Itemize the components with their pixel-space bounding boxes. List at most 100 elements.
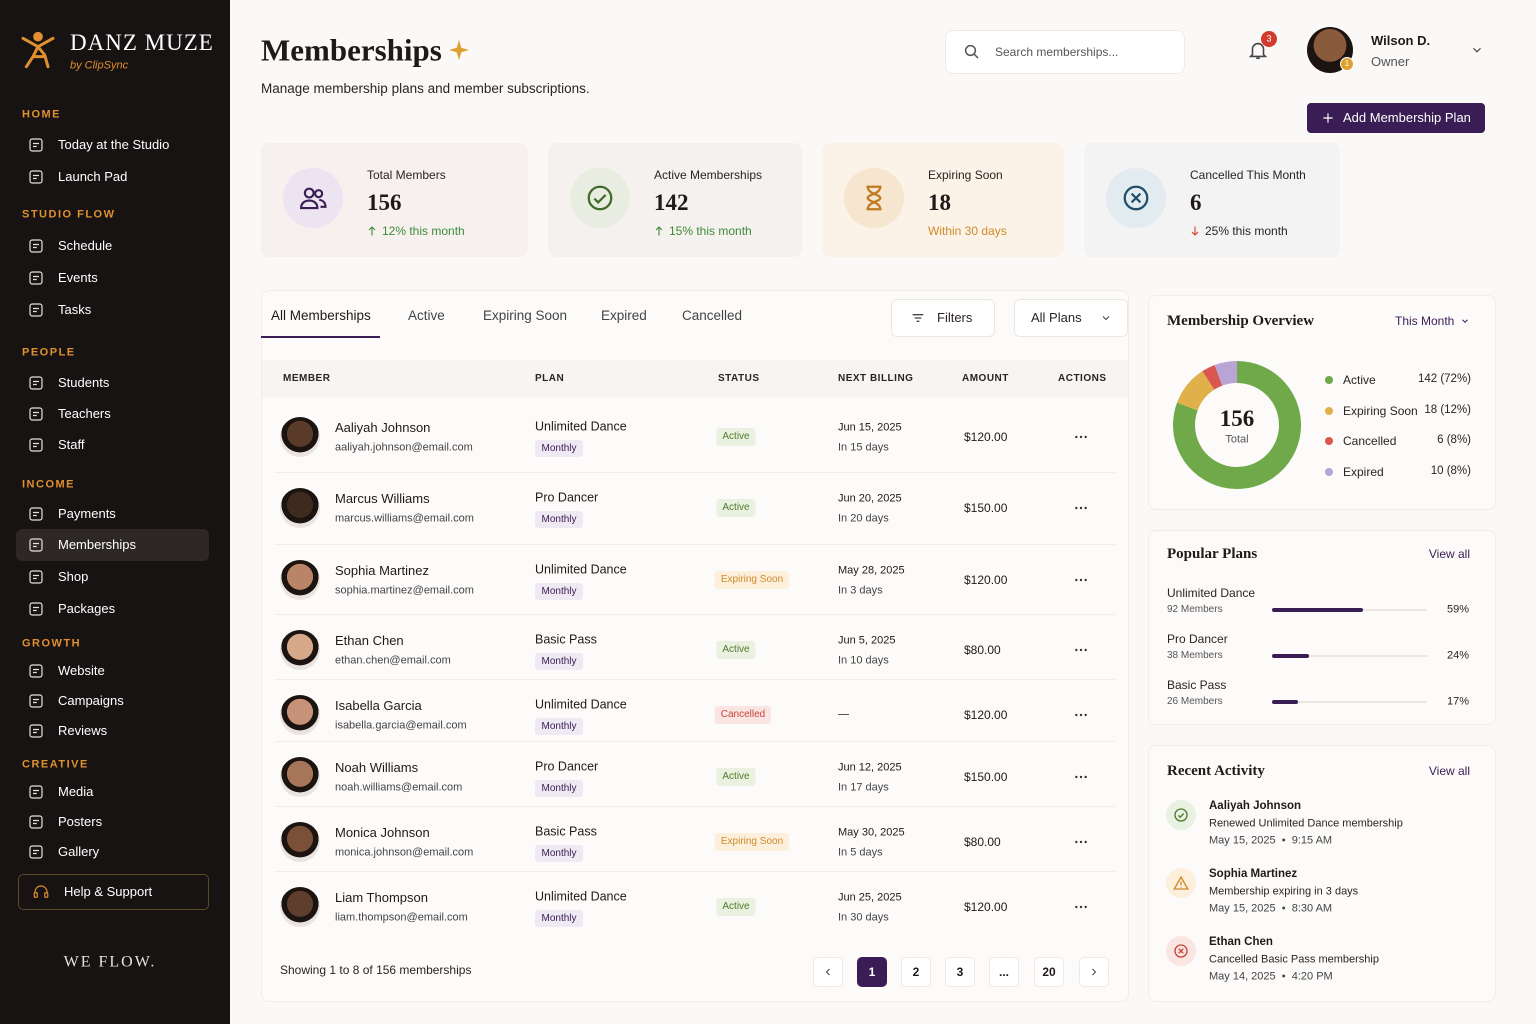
donut-segment xyxy=(1202,365,1223,390)
add-plan-label[interactable]: Add Membership Plan xyxy=(1343,110,1471,126)
page-button[interactable] xyxy=(945,957,975,987)
member-name[interactable]: Ethan Chen xyxy=(335,633,404,649)
icon-part xyxy=(29,664,43,678)
plan-select[interactable] xyxy=(1014,299,1128,337)
activity-name: Aaliyah Johnson xyxy=(1209,800,1302,813)
activity-title: Recent Activity xyxy=(1167,763,1265,779)
page-button[interactable] xyxy=(1034,957,1064,987)
member-name[interactable]: Isabella Garcia xyxy=(335,698,422,714)
nav-item[interactable]: Website xyxy=(58,663,105,679)
tab[interactable]: Active xyxy=(408,307,445,323)
nav-item[interactable]: Media xyxy=(58,784,94,800)
next-billing: Jun 5, 2025 xyxy=(838,634,896,647)
icon-part xyxy=(964,44,979,59)
nav-item[interactable]: Memberships xyxy=(58,537,137,553)
nav-item[interactable]: Gallery xyxy=(58,844,100,860)
trend-arrow xyxy=(655,226,663,236)
member-avatar xyxy=(280,488,320,528)
page-button[interactable] xyxy=(989,957,1019,987)
donut-total-label: Total xyxy=(1225,433,1249,446)
nav-item[interactable]: Shop xyxy=(58,569,89,585)
nav-item[interactable]: Students xyxy=(58,375,110,391)
plan-name: Unlimited Dance xyxy=(535,419,627,434)
row-actions xyxy=(1075,713,1087,717)
nav-icon xyxy=(29,845,43,859)
nav-item[interactable]: Payments xyxy=(58,506,116,522)
help-button[interactable] xyxy=(18,874,209,910)
tab[interactable]: Expiring Soon xyxy=(483,307,568,323)
icon-part xyxy=(1079,648,1083,652)
page-number[interactable]: ... xyxy=(998,964,1010,979)
member-name[interactable]: Liam Thompson xyxy=(335,890,428,906)
tab[interactable]: Expired xyxy=(601,307,647,323)
nav-icon xyxy=(29,407,43,421)
icon-part xyxy=(1123,185,1149,211)
trend-arrow xyxy=(368,226,376,236)
view-all-link[interactable]: View all xyxy=(1428,763,1470,778)
row-actions xyxy=(1075,905,1087,909)
activity-icon xyxy=(1173,875,1189,890)
icon-part xyxy=(33,142,39,148)
member-email: sophia.martinez@email.com xyxy=(335,584,474,597)
add-plan-button[interactable] xyxy=(1307,103,1485,133)
brand-tagline: by ClipSync xyxy=(70,59,129,72)
tab[interactable]: All Memberships xyxy=(271,307,371,323)
icon-part xyxy=(1075,840,1078,844)
cycle-label: Monthly xyxy=(541,783,577,794)
member-avatar xyxy=(280,822,320,862)
page-number[interactable]: 2 xyxy=(912,964,920,979)
icon-part xyxy=(300,187,327,210)
nav-item[interactable]: Packages xyxy=(58,601,116,617)
nav-item[interactable]: Campaigns xyxy=(58,693,124,709)
icon-part xyxy=(448,39,470,61)
icon-part xyxy=(33,789,39,795)
plan-bar xyxy=(1272,700,1299,704)
nav-item[interactable]: Events xyxy=(58,270,98,286)
overview-period[interactable]: This Month xyxy=(1395,313,1455,328)
amount: $80.00 xyxy=(964,642,1001,657)
icon-part xyxy=(33,31,43,42)
stat-icon-bg xyxy=(844,168,904,228)
nav-item[interactable]: Posters xyxy=(58,814,103,830)
page-number[interactable]: 3 xyxy=(956,964,964,979)
view-all-link[interactable]: View all xyxy=(1428,546,1470,561)
page-button[interactable] xyxy=(901,957,931,987)
stat-label: Expiring Soon xyxy=(928,167,1003,182)
member-name[interactable]: Marcus Williams xyxy=(335,491,430,507)
cycle-label: Monthly xyxy=(541,586,577,597)
member-name[interactable]: Sophia Martinez xyxy=(335,563,429,579)
next-icon xyxy=(1092,968,1097,976)
prev-page[interactable] xyxy=(813,957,843,987)
plan-name: Pro Dancer xyxy=(535,490,599,505)
icon-part xyxy=(33,819,39,825)
icon-part xyxy=(29,845,43,859)
cycle-label: Monthly xyxy=(541,514,577,525)
tab[interactable]: Cancelled xyxy=(682,307,743,323)
icon-part xyxy=(1075,648,1078,652)
next-billing-in: In 3 days xyxy=(838,584,883,597)
nav-icon xyxy=(29,239,43,253)
plan-select-label[interactable]: All Plans xyxy=(1031,310,1082,326)
nav-item[interactable]: Tasks xyxy=(58,302,92,318)
next-page[interactable] xyxy=(1079,957,1109,987)
page-number[interactable]: 20 xyxy=(1042,964,1056,979)
legend-value: 142 (72%) xyxy=(1417,373,1471,386)
member-name[interactable]: Noah Williams xyxy=(335,760,419,776)
nav-item[interactable]: Schedule xyxy=(58,238,113,254)
nav-item[interactable]: Reviews xyxy=(58,723,108,739)
nav-item[interactable]: Today at the Studio xyxy=(58,137,170,153)
filters-label[interactable]: Filters xyxy=(937,310,973,326)
icon-part xyxy=(655,226,663,236)
icon-part xyxy=(1075,578,1087,582)
member-name[interactable]: Monica Johnson xyxy=(335,825,430,841)
help-label[interactable]: Help & Support xyxy=(64,884,153,900)
nav-item[interactable]: Launch Pad xyxy=(58,169,128,185)
search-box[interactable] xyxy=(945,30,1185,74)
filters-button[interactable] xyxy=(891,299,995,337)
nav-item[interactable]: Staff xyxy=(58,437,85,453)
page-button[interactable] xyxy=(857,957,887,987)
nav-item[interactable]: Teachers xyxy=(58,406,111,422)
plan-name: Basic Pass xyxy=(1167,677,1227,692)
page-number[interactable]: 1 xyxy=(868,964,876,979)
member-name[interactable]: Aaliyah Johnson xyxy=(335,420,431,436)
